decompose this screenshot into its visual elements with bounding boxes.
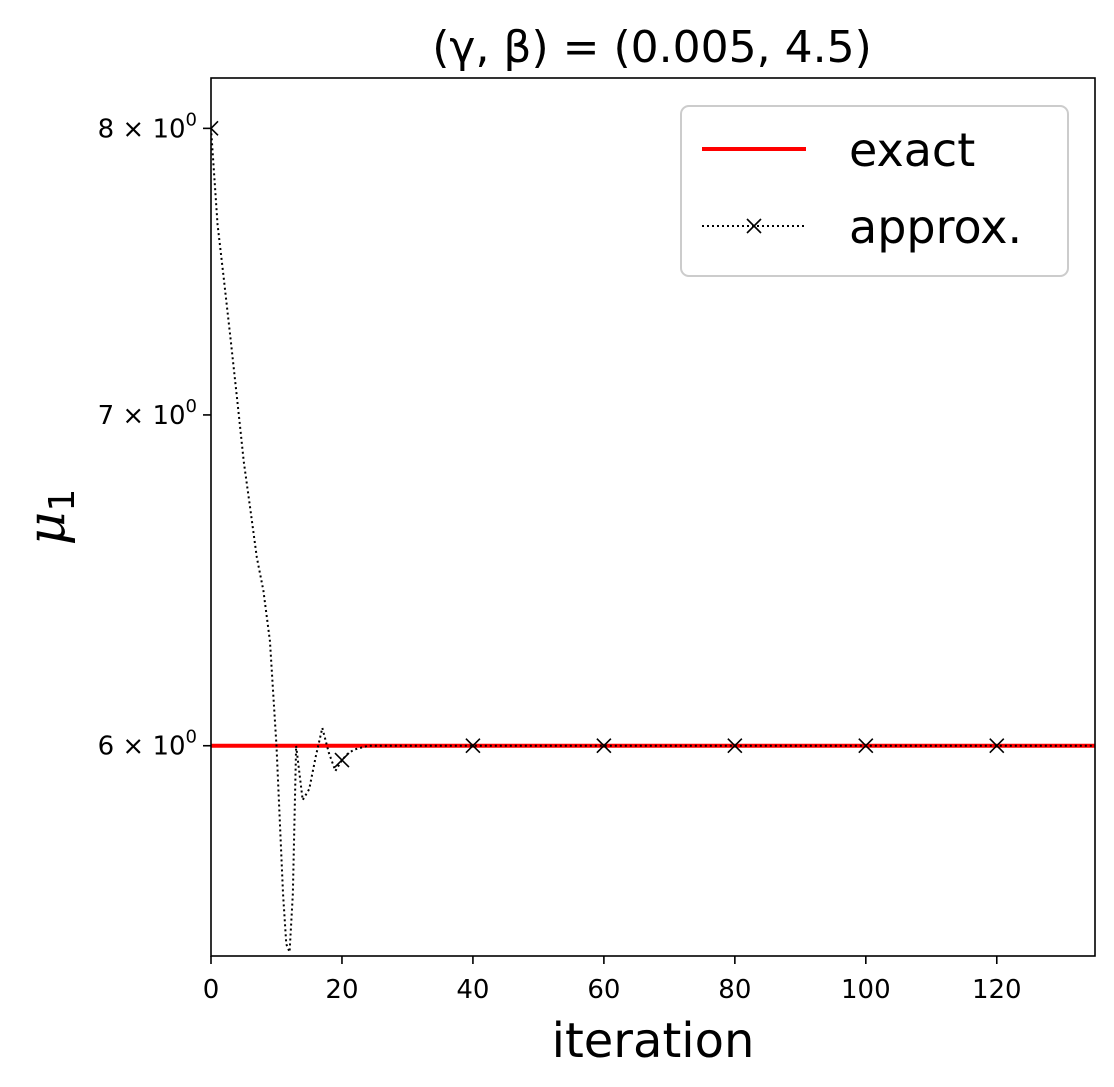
y-axis: 8 × 100 7 × 100 6 × 100 [98, 109, 211, 762]
y-axis-label-group: μ1 [17, 489, 83, 546]
y-axis-label-subscript: 1 [42, 489, 83, 512]
plot-area [210, 77, 1096, 957]
x-tick-label: 60 [587, 975, 620, 1005]
x-tick-label: 100 [841, 975, 891, 1005]
series-layer [211, 120, 1095, 954]
approx-marker [727, 738, 743, 754]
legend-label-approx: approx. [849, 200, 1022, 254]
legend: exact approx. [680, 105, 1069, 277]
x-tick-label: 0 [203, 975, 220, 1005]
axes-frame [210, 77, 1096, 957]
approx-marker [211, 120, 219, 136]
chart-title: (γ, β) = (0.005, 4.5) [432, 22, 872, 73]
x-tick-label: 20 [325, 975, 358, 1005]
y-tick-label: 6 × 100 [98, 727, 197, 762]
series-approx-line [211, 128, 1095, 954]
legend-marker-approx [746, 218, 762, 234]
approx-marker [334, 752, 350, 768]
approx-marker [858, 738, 874, 754]
x-tick-label: 120 [972, 975, 1022, 1005]
approx-marker [465, 738, 481, 754]
x-axis-label: iteration [552, 1013, 755, 1069]
y-axis-label: μ1 [17, 489, 83, 546]
y-axis-label-main: μ [17, 512, 77, 546]
x-axis: 0 20 40 60 80 100 120 [203, 956, 1022, 1005]
approx-marker [596, 738, 612, 754]
legend-label-exact: exact [849, 123, 975, 177]
approx-marker [989, 738, 1005, 754]
y-tick-label: 8 × 100 [98, 109, 197, 144]
y-tick-label: 7 × 100 [98, 396, 197, 431]
x-tick-label: 40 [456, 975, 489, 1005]
x-tick-label: 80 [718, 975, 751, 1005]
